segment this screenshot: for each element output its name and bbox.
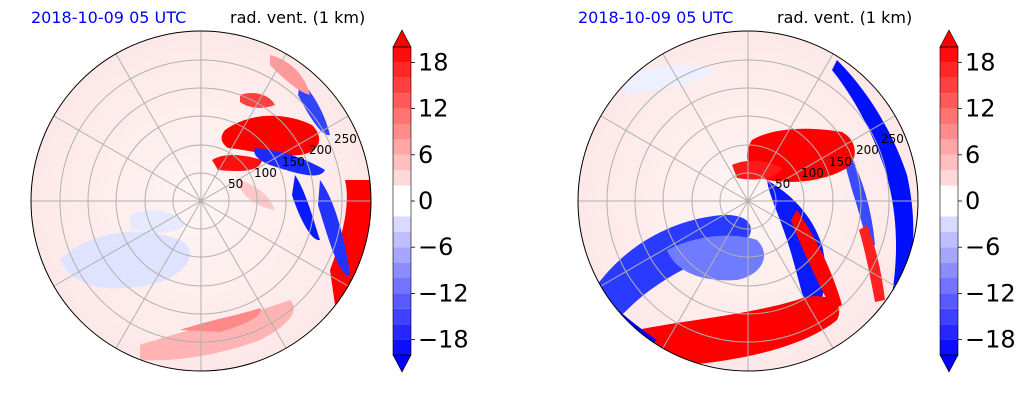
chart-title-variable: rad. vent. (1 km) — [230, 8, 366, 27]
ring-label-250: 250 — [881, 132, 904, 146]
chart-panel-right: 2018-10-09 05 UTC rad. vent. (1 km) — [547, 0, 1028, 401]
colorbar-band — [393, 293, 411, 309]
ring-label-50: 50 — [228, 177, 243, 191]
colorbar-band — [940, 231, 958, 248]
colorbar-tick-label: 6 — [965, 141, 980, 169]
colorbar-band — [940, 47, 958, 63]
colorbar-band — [940, 308, 958, 325]
colorbar-band — [393, 185, 411, 201]
colorbar-tick-label: 6 — [418, 141, 433, 169]
polar-boundary-right — [577, 30, 919, 372]
colorbar-band — [393, 308, 411, 325]
ring-label-50: 50 — [775, 177, 790, 191]
chart-panel-left: 2018-10-09 05 UTC rad. vent. (1 km) — [30, 8, 469, 373]
colorbar-tick-label: 0 — [418, 187, 433, 215]
ring-label-150: 150 — [282, 155, 305, 169]
colorbar-tick-label: −12 — [965, 279, 1016, 307]
colorbar-extend-max-left — [392, 29, 412, 48]
colorbar-band — [393, 278, 411, 294]
colorbar-band — [940, 247, 958, 263]
colorbar-band — [393, 216, 411, 232]
colorbar-extend-max-right — [939, 29, 959, 48]
colorbar-band — [940, 108, 958, 124]
colorbar-right: 18 12 6 0 −6 −12 −18 — [939, 29, 1016, 373]
colorbar-band — [940, 324, 958, 340]
polar-grid-right — [578, 31, 918, 371]
colorbar-band — [940, 170, 958, 186]
colorbar-band — [393, 139, 411, 155]
colorbar-tick-label: 12 — [418, 95, 449, 123]
ring-label-150: 150 — [829, 155, 852, 169]
colorbar-band — [393, 247, 411, 263]
colorbar-band — [940, 124, 958, 140]
colorbar-tick-label: −12 — [418, 279, 469, 307]
colorbar-band — [940, 293, 958, 309]
colorbar-tick-label: −6 — [418, 233, 453, 261]
colorbar-band — [393, 47, 411, 63]
chart-title-datetime: 2018-10-09 05 UTC — [578, 8, 734, 27]
polar-grid-left — [31, 31, 371, 371]
colorbar-band — [940, 339, 958, 355]
colorbar-tick-label: 18 — [418, 48, 449, 76]
colorbar-band — [393, 154, 411, 171]
colorbar-band — [393, 231, 411, 248]
colorbar-band — [940, 139, 958, 155]
ring-label-200: 200 — [309, 143, 332, 157]
colorbar-tick-label: −18 — [965, 326, 1016, 354]
colorbar-band — [940, 278, 958, 294]
colorbar-tick-label: 12 — [965, 95, 996, 123]
chart-title-variable: rad. vent. (1 km) — [777, 8, 913, 27]
colorbar-band — [393, 324, 411, 340]
colorbar-tick-label: −18 — [418, 326, 469, 354]
colorbar-band — [393, 108, 411, 124]
polar-plot-right: 50 100 150 200 250 18 12 6 0 −6 −12 −18 — [577, 29, 1016, 373]
colorbar-band — [940, 77, 958, 94]
colorbar-band — [940, 154, 958, 171]
ring-label-200: 200 — [856, 143, 879, 157]
ring-label-100: 100 — [801, 166, 824, 180]
colorbar-band — [940, 262, 958, 278]
colorbar-band — [940, 201, 958, 217]
colorbar-bands-right — [940, 47, 958, 355]
colorbar-band — [393, 77, 411, 94]
colorbar-band — [940, 216, 958, 232]
colorbar-band — [940, 93, 958, 109]
ring-labels-right: 50 100 150 200 250 — [775, 132, 904, 191]
colorbar-band — [393, 262, 411, 278]
colorbar-tick-label: −6 — [965, 233, 1000, 261]
colorbar-band — [393, 62, 411, 78]
ring-label-100: 100 — [254, 166, 277, 180]
colorbar-extend-min-left — [392, 354, 412, 373]
colorbar-ticks-left: 18 12 6 0 −6 −12 −18 — [411, 48, 469, 354]
ring-labels-left: 50 100 150 200 250 — [228, 132, 357, 191]
chart-title-datetime: 2018-10-09 05 UTC — [31, 8, 187, 27]
colorbar-tick-label: 0 — [965, 187, 980, 215]
colorbar-band — [393, 201, 411, 217]
colorbar-bands-left — [393, 47, 411, 355]
colorbar-band — [940, 185, 958, 201]
colorbar-band — [940, 62, 958, 78]
colorbar-ticks-right: 18 12 6 0 −6 −12 −18 — [958, 48, 1016, 354]
polar-boundary-left — [30, 30, 372, 372]
colorbar-extend-min-right — [939, 354, 959, 373]
colorbar-band — [393, 339, 411, 355]
colorbar-band — [393, 124, 411, 140]
colorbar-band — [393, 93, 411, 109]
polar-plot-left: 50 100 150 200 250 18 12 6 0 −6 −12 −18 — [30, 29, 469, 373]
ring-label-250: 250 — [334, 132, 357, 146]
colorbar-tick-label: 18 — [965, 48, 996, 76]
colorbar-left: 18 12 6 0 −6 −12 −18 — [392, 29, 469, 373]
colorbar-band — [393, 170, 411, 186]
